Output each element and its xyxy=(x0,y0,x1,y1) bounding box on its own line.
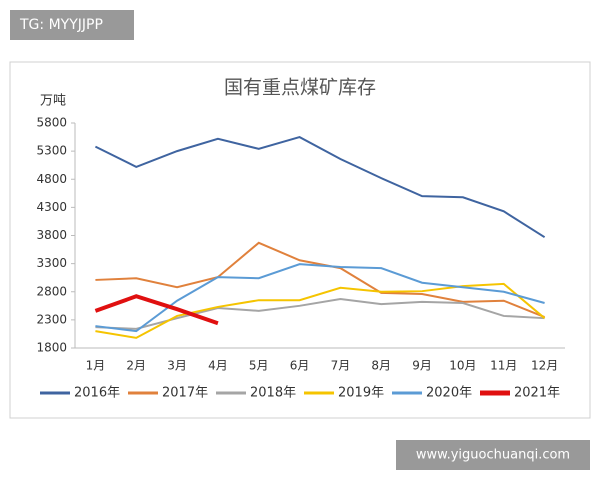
watermark-box xyxy=(396,440,590,470)
legend-label: 2021年 xyxy=(514,386,560,401)
y-axis-label: 万吨 xyxy=(40,94,66,109)
watermark-box xyxy=(10,10,134,40)
series-line xyxy=(94,135,546,239)
chart-frame xyxy=(9,61,591,419)
watermark: TG: MYYJJPP xyxy=(19,17,103,33)
x-tick-label: 3月 xyxy=(167,359,187,373)
x-tick-label: 8月 xyxy=(371,359,391,373)
legend-label: 2016年 xyxy=(74,386,120,401)
legend-label: 2020年 xyxy=(426,386,472,401)
x-tick-label: 9月 xyxy=(412,359,432,373)
x-tick-label: 1月 xyxy=(86,359,106,373)
legend-label: 2017年 xyxy=(162,386,208,401)
series-line xyxy=(95,282,546,339)
y-tick-label: 3300 xyxy=(36,256,67,270)
y-tick-label: 3800 xyxy=(36,228,67,242)
legend-label: 2019年 xyxy=(338,386,384,401)
x-tick-label: 7月 xyxy=(331,359,351,373)
series-line xyxy=(94,294,219,326)
x-tick-label: 6月 xyxy=(290,359,310,373)
x-tick-label: 10月 xyxy=(449,359,476,373)
y-tick-label: 2300 xyxy=(36,312,67,326)
x-tick-label: 12月 xyxy=(531,359,558,373)
x-tick-label: 2月 xyxy=(126,359,146,373)
y-tick-label: 5300 xyxy=(36,144,67,158)
y-tick-label: 5800 xyxy=(36,116,67,130)
y-tick-label: 4300 xyxy=(36,200,67,214)
legend-label: 2018年 xyxy=(250,386,296,401)
y-tick-label: 2800 xyxy=(36,284,67,298)
x-tick-label: 5月 xyxy=(249,359,269,373)
chart-title: 国有重点煤矿库存 xyxy=(224,77,376,99)
y-tick-label: 4800 xyxy=(36,172,67,186)
series-line xyxy=(95,241,545,318)
y-tick-label: 1800 xyxy=(36,341,67,355)
x-tick-label: 11月 xyxy=(490,359,517,373)
x-tick-label: 4月 xyxy=(208,359,228,373)
watermark: www.yiguochuanqi.com xyxy=(416,448,570,463)
